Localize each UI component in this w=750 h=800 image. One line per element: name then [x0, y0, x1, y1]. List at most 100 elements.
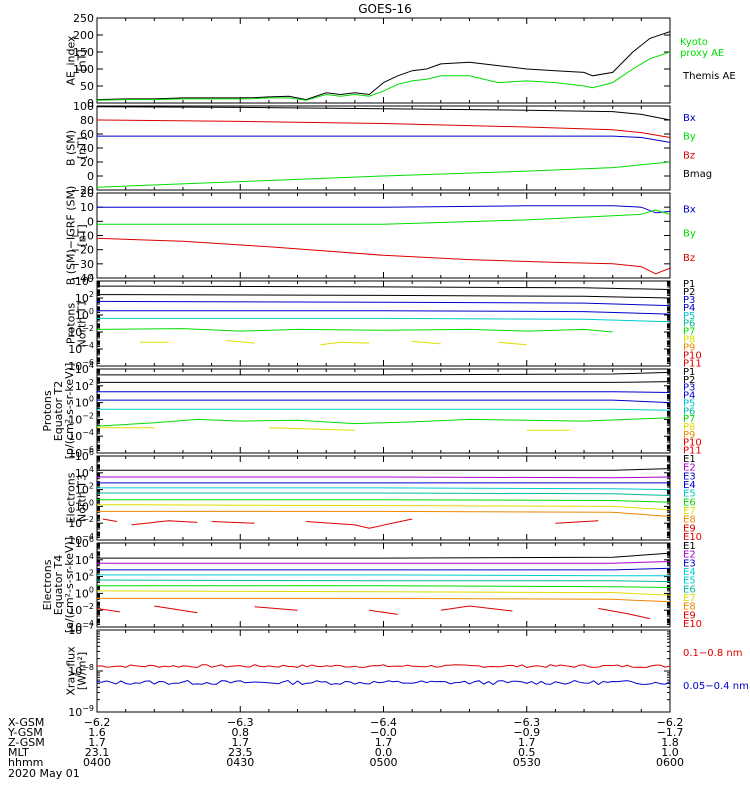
y-tick-label: 102	[75, 569, 94, 584]
series-pe-2	[97, 391, 670, 393]
series-ee-8	[440, 605, 513, 612]
date-label: 2020 May 01	[8, 767, 80, 780]
y-tick-label: 104	[75, 273, 94, 288]
legend-entry: P4	[683, 391, 695, 402]
y-axis-label: ProtonsNorth T1	[65, 300, 89, 348]
row-label: Z-GSM	[8, 736, 45, 749]
series-xray-1	[97, 679, 670, 686]
figure-title: GOES-16	[358, 2, 412, 16]
series-ee-8	[97, 608, 120, 613]
series-ee-3	[97, 574, 670, 577]
panel-frame	[96, 629, 671, 713]
y-tick-label: 20	[80, 187, 94, 200]
tick-value-hhmm: 0530	[513, 756, 541, 769]
y-tick-label: 0	[87, 170, 94, 183]
tick-value-mlt: 23.5	[228, 746, 253, 759]
legend-entry: P2	[683, 375, 695, 386]
legend-entry: P11	[683, 446, 702, 457]
legend-entry: P9	[683, 430, 695, 441]
tick-value-xgsm: −6.2	[84, 716, 111, 729]
series-pn-0	[97, 285, 670, 290]
y-tick-label: 80	[80, 114, 94, 127]
series-pn-4	[97, 317, 670, 323]
row-label: Y-GSM	[7, 726, 43, 739]
y-axis-label: B (SM)[nT]	[65, 130, 89, 166]
panel-frame	[96, 280, 671, 367]
legend-entry: E4	[683, 567, 696, 578]
legend-entry: E4	[683, 480, 696, 491]
series-en-8	[131, 520, 198, 526]
tick-value-xgsm: −6.3	[513, 716, 540, 729]
legend-entry: P5	[683, 311, 695, 322]
legend-entry: P10	[683, 438, 702, 449]
series-group	[97, 468, 670, 529]
series-en-5	[97, 499, 670, 503]
bottom-axis-table: X-GSMY-GSMZ-GSMMLThhmm−6.21.61.723.10400…	[7, 716, 684, 780]
legend-entry: E7	[683, 506, 696, 517]
series-en-8	[102, 518, 118, 522]
series-pe-6	[268, 427, 355, 431]
series-group	[97, 205, 670, 275]
tick-value-mlt: 0.5	[518, 746, 536, 759]
series-ee-8	[154, 605, 198, 614]
legend-entry: E3	[683, 471, 696, 482]
tick-value-hhmm: 0430	[226, 756, 254, 769]
panel-ae: 0 50 100 150 200 250 AE_index[nT] Kyoto proxy AE…	[65, 12, 736, 110]
series-pn-6	[498, 341, 527, 346]
legend-entry: P1	[683, 367, 695, 378]
legend-entry: E2	[683, 463, 696, 474]
y-axis-label: ElectronsNorth T3	[65, 472, 89, 523]
legend-entry: P10	[683, 350, 702, 361]
legend-entry: By	[683, 229, 696, 240]
legend-entry: E3	[683, 558, 696, 569]
series-group	[97, 552, 670, 620]
legend-entry: P5	[683, 398, 695, 409]
series-group	[97, 664, 670, 686]
series-pn-3	[97, 310, 670, 315]
y-axis-label: ProtonsEquator T2[p/(cm²-s-sr-keV)]	[41, 363, 76, 460]
legend-entry: Kyoto proxy AE	[680, 37, 724, 59]
y-tick-label: 20	[80, 156, 94, 169]
y-tick-label: 104	[75, 552, 94, 567]
legend-entry: Bx	[683, 204, 696, 215]
series-en-7	[97, 510, 670, 517]
series-group	[97, 371, 670, 431]
series-ee-1	[97, 561, 670, 564]
tick-value-hhmm: 0500	[370, 756, 398, 769]
series-ee-8	[254, 606, 298, 611]
row-label: X-GSM	[8, 716, 44, 729]
series-en-6	[97, 504, 670, 511]
y-tick-label: 0	[87, 215, 94, 228]
series-bsm-2	[97, 135, 670, 143]
y-tick-label: 106	[75, 448, 94, 463]
series-en-8	[211, 521, 255, 524]
y-tick-label: 102	[75, 378, 94, 393]
y-axis-label: ElectronsEquator T4[e/(cm²-s-sr-keV)]	[41, 537, 76, 633]
legend-entry: P2	[683, 287, 695, 298]
series-ee-2	[97, 567, 670, 571]
legend-entry: P8	[683, 335, 695, 346]
series-pn-2	[97, 300, 670, 307]
legend-entry: 0.1−0.8 nm	[683, 648, 742, 659]
legend-entry: Bmag	[683, 169, 712, 180]
y-tick-label: 10	[80, 201, 94, 214]
series-en-8	[306, 518, 413, 529]
series-ee-4	[97, 579, 670, 583]
series-bsm-1	[97, 119, 670, 138]
legend-entry: E10	[683, 619, 702, 630]
series-ee-6	[97, 590, 670, 596]
y-tick-label: −30	[71, 258, 94, 271]
y-axis-label: AE_index[nT]	[65, 35, 89, 86]
series-digrf-0	[97, 205, 670, 214]
tick-value-xgsm: −6.3	[227, 716, 254, 729]
legend-entry: E9	[683, 610, 696, 621]
series-pn-6	[320, 341, 370, 346]
row-label: MLT	[8, 746, 29, 759]
tick-value-ygsm: −0.9	[513, 726, 540, 739]
